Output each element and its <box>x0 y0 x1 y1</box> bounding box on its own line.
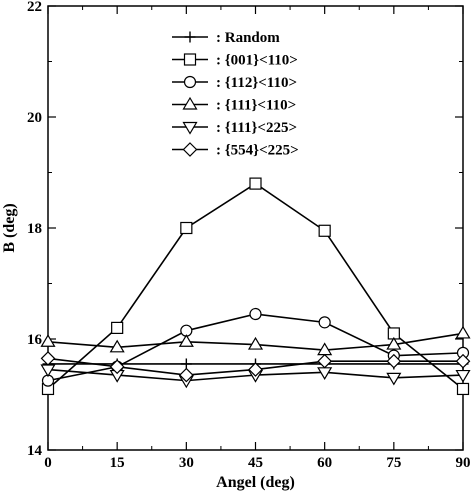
y-tick-label: 16 <box>27 332 43 348</box>
legend-entry: : {112}<110> <box>172 75 297 91</box>
legend-marker <box>183 53 197 66</box>
legend-label: : {112}<110> <box>216 75 297 91</box>
data-point <box>249 307 262 321</box>
data-point <box>318 316 331 329</box>
legend-label: : Random <box>216 30 280 46</box>
series-4 <box>40 325 471 356</box>
legend-entry: : {111}<110> <box>172 96 296 114</box>
data-point <box>317 353 333 369</box>
axes-layer: 0 15 30 45 60 75 90 14 16 18 20 22 <box>27 0 471 471</box>
legend-marker <box>182 121 198 135</box>
y-tick-label: 22 <box>27 0 42 15</box>
legend-label: : {111}<110> <box>216 98 296 114</box>
data-point <box>180 221 193 235</box>
x-tick-label: 30 <box>179 455 194 471</box>
x-tick-label: 45 <box>248 455 263 471</box>
series-line <box>47 182 464 390</box>
data-point <box>455 325 471 339</box>
legend-entry: : {111}<225> <box>172 120 297 136</box>
data-point <box>456 382 470 396</box>
data-point <box>111 321 124 334</box>
data-point <box>248 362 263 377</box>
series-layer <box>40 177 471 396</box>
legend-label: : {111}<225> <box>216 120 297 136</box>
data-point <box>249 177 262 190</box>
series-2 <box>41 177 470 396</box>
x-tick-label: 90 <box>456 455 471 471</box>
x-tick-label: 15 <box>110 455 125 471</box>
data-point <box>178 367 194 383</box>
data-point <box>109 339 125 353</box>
data-point <box>386 372 402 386</box>
data-point <box>247 336 264 350</box>
legend-entry: : {554}<225> <box>172 142 299 159</box>
legend-entry: : {001}<110> <box>172 53 298 69</box>
legend-marker <box>182 96 198 110</box>
legend-label: : {001}<110> <box>216 53 298 69</box>
data-point <box>109 359 125 375</box>
data-point <box>40 351 56 366</box>
legend-marker <box>184 31 196 43</box>
data-point <box>455 353 471 369</box>
legend: : Random : {001}<110> : {112}<110> : {111}<… <box>172 30 299 159</box>
legend-label: : {554}<225> <box>216 143 299 159</box>
data-point <box>180 358 192 370</box>
legend-marker <box>182 142 198 157</box>
legend-entry: : Random <box>172 30 280 46</box>
y-tick-label: 20 <box>27 110 42 126</box>
x-tick-label: 60 <box>317 455 332 471</box>
plot-frame <box>47 5 464 451</box>
series-6 <box>40 351 471 383</box>
data-point <box>318 224 331 237</box>
legend-marker <box>183 75 197 89</box>
data-point <box>40 334 56 347</box>
y-axis-title: B (deg) <box>1 203 18 252</box>
x-tick-label: 0 <box>44 455 52 471</box>
x-axis-title: Angel (deg) <box>216 474 295 491</box>
y-tick-label: 18 <box>27 221 42 237</box>
data-point <box>455 369 471 383</box>
y-tick-label: 14 <box>27 443 43 459</box>
data-point <box>386 336 402 350</box>
data-point <box>386 353 402 369</box>
x-tick-label: 75 <box>386 455 401 471</box>
data-point <box>178 334 194 347</box>
